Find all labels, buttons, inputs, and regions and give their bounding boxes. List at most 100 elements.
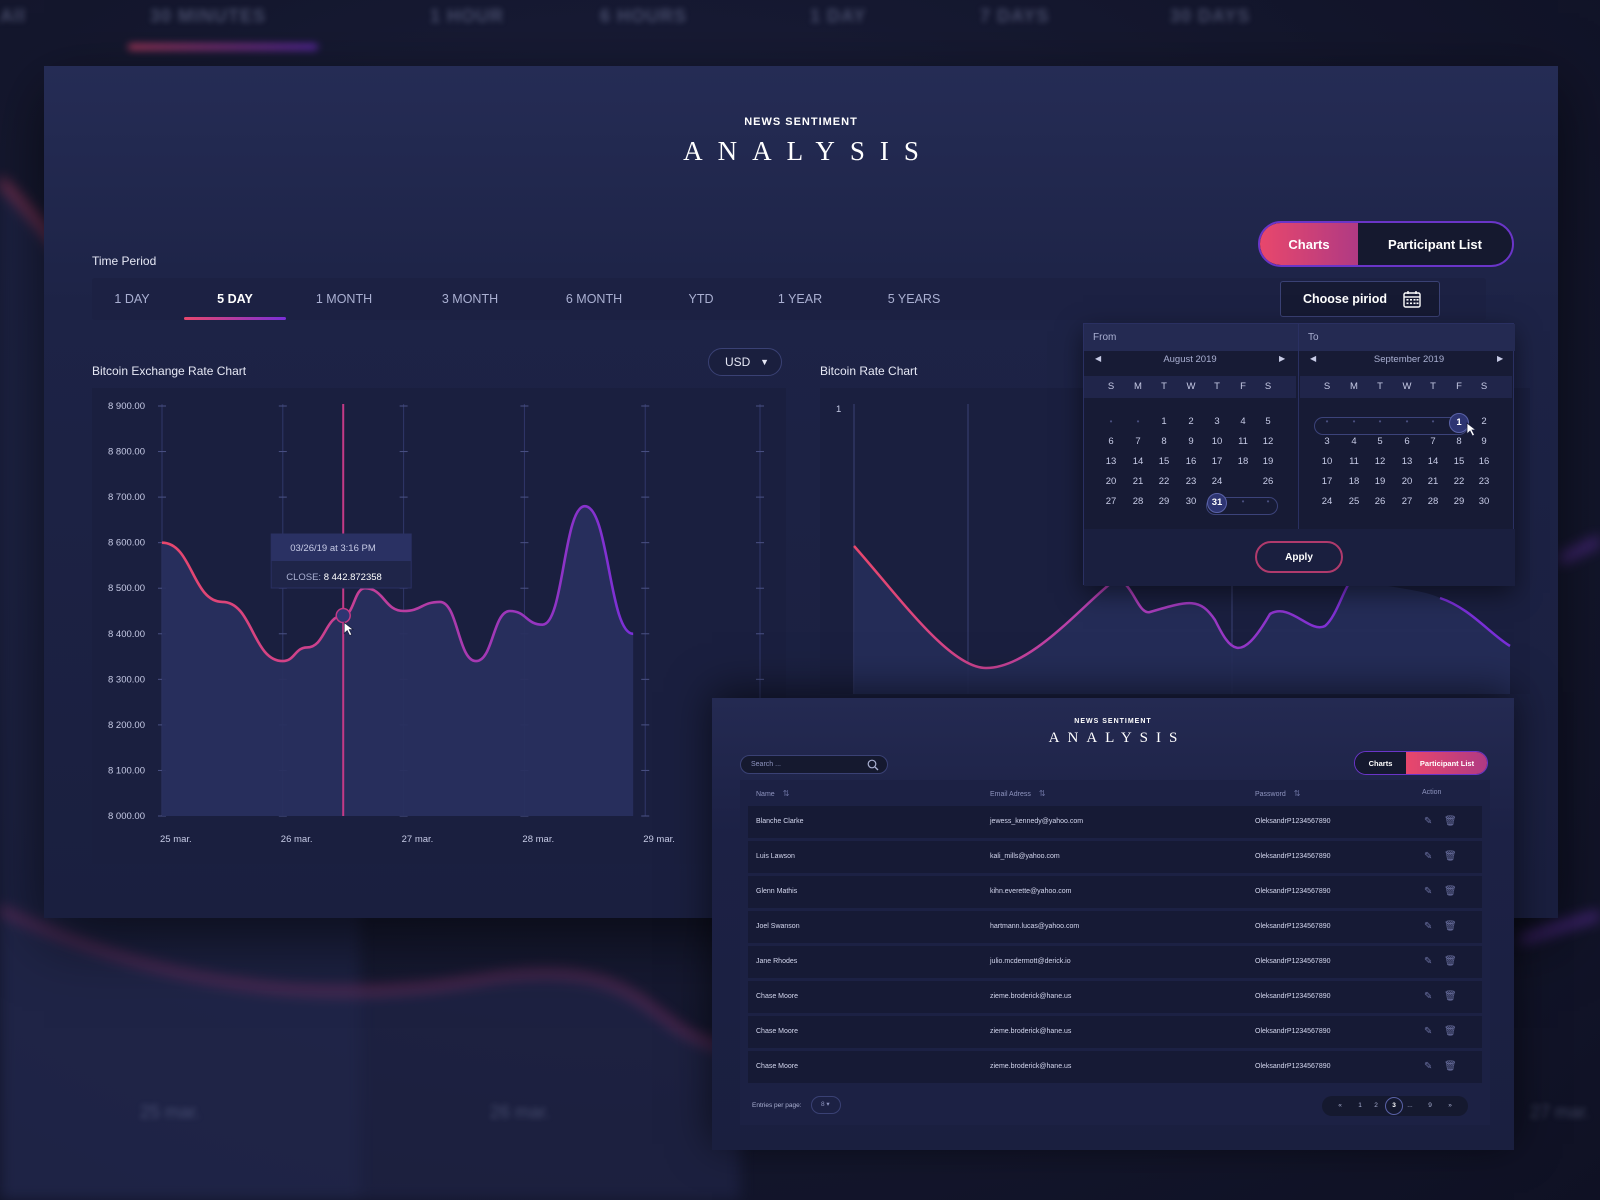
table-row[interactable]: Joel Swanson hartmann.lucas@yahoo.com Olek… bbox=[748, 911, 1482, 943]
calendar-day[interactable]: 16 bbox=[1185, 456, 1197, 467]
calendar-day[interactable]: 8 bbox=[1161, 436, 1167, 447]
calendar-day[interactable]: 20 bbox=[1105, 476, 1117, 487]
calendar-day[interactable]: 6 bbox=[1404, 436, 1410, 447]
apply-button[interactable]: Apply bbox=[1255, 541, 1343, 573]
calendar-day[interactable]: 24 bbox=[1321, 496, 1333, 507]
calendar-day[interactable]: 17 bbox=[1321, 476, 1333, 487]
calendar-day[interactable]: 12 bbox=[1262, 436, 1274, 447]
table-row[interactable]: Blanche Clarke jewess_kennedy@yahoo.com Ol… bbox=[748, 806, 1482, 838]
calendar-day[interactable]: 13 bbox=[1105, 456, 1117, 467]
calendar-day[interactable]: 7 bbox=[1430, 436, 1436, 447]
period-tab-6-month[interactable]: 6 MONTH bbox=[565, 292, 623, 306]
edit-icon[interactable]: ✎ bbox=[1424, 1026, 1433, 1037]
column-header-email[interactable]: Email Adress ⇅ bbox=[990, 789, 1046, 798]
calendar-day[interactable]: 10 bbox=[1211, 436, 1223, 447]
edit-icon[interactable]: ✎ bbox=[1424, 921, 1433, 932]
calendar-day[interactable]: 29 bbox=[1158, 496, 1170, 507]
calendar-day[interactable]: 16 bbox=[1478, 456, 1490, 467]
delete-icon[interactable]: 🗑 bbox=[1444, 816, 1457, 827]
search-input[interactable]: Search ... bbox=[740, 755, 888, 774]
period-tab-1-month[interactable]: 1 MONTH bbox=[315, 292, 373, 306]
delete-icon[interactable]: 🗑 bbox=[1444, 886, 1457, 897]
calendar-day[interactable]: 23 bbox=[1185, 476, 1197, 487]
column-header-name[interactable]: Name ⇅ bbox=[756, 789, 789, 798]
calendar-day[interactable]: 11 bbox=[1238, 436, 1248, 447]
calendar-day[interactable]: 22 bbox=[1453, 476, 1465, 487]
calendar-day[interactable]: 18 bbox=[1237, 456, 1249, 467]
edit-icon[interactable]: ✎ bbox=[1424, 816, 1433, 827]
period-tab-5-years[interactable]: 5 YEARS bbox=[887, 292, 941, 306]
last-page-button[interactable]: » bbox=[1448, 1102, 1452, 1109]
calendar-day[interactable]: 1 bbox=[1161, 416, 1167, 427]
period-tab-5-day[interactable]: 5 DAY bbox=[184, 278, 286, 320]
page-button[interactable]: 2 bbox=[1374, 1102, 1378, 1109]
first-page-button[interactable]: « bbox=[1338, 1102, 1342, 1109]
calendar-day[interactable]: 9 bbox=[1481, 436, 1487, 447]
period-tab-ytd[interactable]: YTD bbox=[688, 292, 714, 306]
calendar-day[interactable]: 19 bbox=[1262, 456, 1274, 467]
edit-icon[interactable]: ✎ bbox=[1424, 851, 1433, 862]
calendar-day[interactable]: 21 bbox=[1132, 476, 1144, 487]
calendar-day[interactable]: 21 bbox=[1427, 476, 1439, 487]
calendar-day-selected[interactable]: 1 bbox=[1449, 413, 1469, 433]
calendar-day[interactable]: 9 bbox=[1188, 436, 1194, 447]
prev-month-right-icon[interactable]: ◀ bbox=[1310, 354, 1317, 363]
calendar-day[interactable]: 17 bbox=[1211, 456, 1223, 467]
calendar-day[interactable]: 10 bbox=[1321, 456, 1333, 467]
prev-month-left-icon[interactable]: ◀ bbox=[1095, 354, 1102, 363]
page-button[interactable]: 3 bbox=[1385, 1097, 1403, 1115]
calendar-day[interactable]: 25 bbox=[1348, 496, 1360, 507]
calendar-day[interactable]: 22 bbox=[1158, 476, 1170, 487]
calendar-day[interactable]: 27 bbox=[1105, 496, 1117, 507]
calendar-day[interactable]: 26 bbox=[1262, 476, 1274, 487]
calendar-day[interactable]: 12 bbox=[1374, 456, 1386, 467]
delete-icon[interactable]: 🗑 bbox=[1444, 921, 1457, 932]
delete-icon[interactable]: 🗑 bbox=[1444, 991, 1457, 1002]
page-button[interactable]: 9 bbox=[1428, 1102, 1432, 1109]
table-row[interactable]: Chase Moore zieme.broderick@hane.us Oleksa… bbox=[748, 1016, 1482, 1048]
calendar-day[interactable]: 2 bbox=[1188, 416, 1194, 427]
calendar-day[interactable]: 3 bbox=[1214, 416, 1220, 427]
currency-select[interactable]: USD ▼ bbox=[708, 348, 782, 376]
calendar-day[interactable]: 24 bbox=[1211, 476, 1223, 487]
search-icon[interactable] bbox=[867, 759, 879, 771]
table-row[interactable]: Luis Lawson kali_mills@yahoo.com Oleksandr… bbox=[748, 841, 1482, 873]
calendar-day[interactable]: 5 bbox=[1377, 436, 1383, 447]
calendar-day[interactable]: 30 bbox=[1185, 496, 1197, 507]
calendar-day[interactable]: 29 bbox=[1453, 496, 1465, 507]
delete-icon[interactable]: 🗑 bbox=[1444, 1026, 1457, 1037]
calendar-day[interactable]: 27 bbox=[1401, 496, 1413, 507]
participant-list-toggle-button[interactable]: Participant List bbox=[1388, 236, 1482, 252]
calendar-day[interactable]: 14 bbox=[1132, 456, 1144, 467]
calendar-day[interactable]: 11 bbox=[1349, 456, 1359, 467]
charts-toggle-button[interactable]: Charts bbox=[1260, 223, 1358, 265]
edit-icon[interactable]: ✎ bbox=[1424, 1061, 1433, 1072]
calendar-day[interactable]: 8 bbox=[1456, 436, 1462, 447]
calendar-day[interactable]: 14 bbox=[1427, 456, 1439, 467]
period-tab-1-day[interactable]: 1 DAY bbox=[114, 292, 150, 306]
exchange-rate-chart[interactable]: 8 900.00 8 800.00 8 700.00 8 600.00 8 500.00… bbox=[92, 388, 786, 864]
edit-icon[interactable]: ✎ bbox=[1424, 886, 1433, 897]
calendar-day[interactable]: 7 bbox=[1135, 436, 1141, 447]
calendar-day[interactable]: 2 bbox=[1481, 416, 1487, 427]
calendar-day[interactable]: 15 bbox=[1158, 456, 1170, 467]
period-tab-3-month[interactable]: 3 MONTH bbox=[441, 292, 499, 306]
calendar-day[interactable]: 28 bbox=[1427, 496, 1439, 507]
calendar-day[interactable]: 4 bbox=[1240, 416, 1246, 427]
table-row[interactable]: Glenn Mathis kihn.everette@yahoo.com Oleks… bbox=[748, 876, 1482, 908]
calendar-day[interactable]: 30 bbox=[1478, 496, 1490, 507]
calendar-day[interactable]: 20 bbox=[1401, 476, 1413, 487]
calendar-day[interactable]: 3 bbox=[1324, 436, 1330, 447]
calendar-day[interactable]: 15 bbox=[1453, 456, 1465, 467]
delete-icon[interactable]: 🗑 bbox=[1444, 956, 1457, 967]
calendar-day[interactable]: 23 bbox=[1478, 476, 1490, 487]
table-row[interactable]: Jane Rhodes julio.mcdermott@derick.io Olek… bbox=[748, 946, 1482, 978]
next-month-right-icon[interactable]: ▶ bbox=[1497, 354, 1504, 363]
delete-icon[interactable]: 🗑 bbox=[1444, 851, 1457, 862]
calendar-day-selected[interactable]: 31 bbox=[1207, 493, 1227, 513]
table-row[interactable]: Chase Moore zieme.broderick@hane.us Oleksa… bbox=[748, 1051, 1482, 1083]
delete-icon[interactable]: 🗑 bbox=[1444, 1061, 1457, 1072]
list-participant-toggle-button[interactable]: Participant List bbox=[1407, 752, 1487, 774]
calendar-day[interactable]: 6 bbox=[1108, 436, 1114, 447]
next-month-left-icon[interactable]: ▶ bbox=[1279, 354, 1286, 363]
